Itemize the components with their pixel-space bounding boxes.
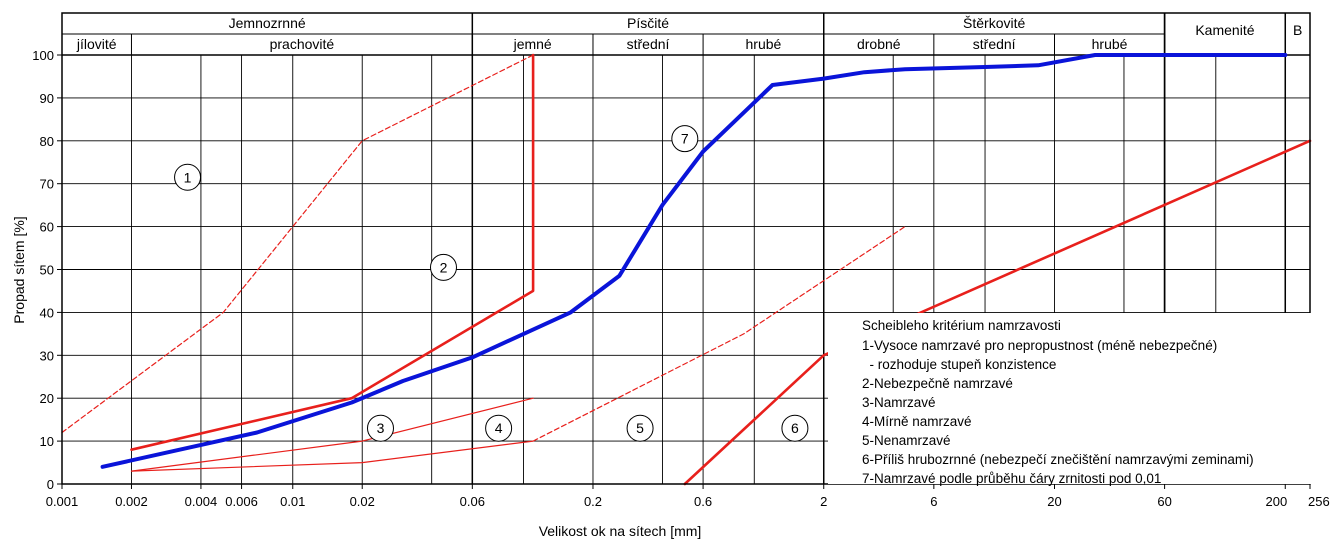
region-marker-circle (366, 414, 394, 442)
x-tick-label: 0.004 (185, 494, 218, 509)
region-marker-circle (626, 414, 654, 442)
y-tick-label: 90 (40, 91, 54, 106)
legend-entry: 4-Mírně namrzavé (862, 414, 972, 429)
axes: 0 10 20 30 40 50 60 70 80 90 100 0.001 0.002 0.004 0.0… (32, 12, 1330, 509)
header-sub-label: drobné (857, 36, 901, 52)
region-marker-label: 3 (377, 420, 385, 436)
region-marker-label: 2 (440, 259, 448, 275)
region-marker-circle (429, 253, 457, 281)
legend-entry: - rozhoduje stupeň konzistence (862, 357, 1056, 372)
header-tall-label: B (1293, 22, 1302, 38)
region-markers: 1 2 3 4 5 6 7 (174, 125, 809, 442)
x-axis-title: Velikost ok na sítech [mm] (539, 523, 702, 539)
x-tick-label: 0.001 (46, 494, 79, 509)
legend-title: Scheibleho kritérium namrzavosti (862, 318, 1061, 333)
header-sub-label: střední (627, 36, 670, 52)
x-tick-label: 200 (1266, 494, 1288, 509)
header-group-label: Písčité (627, 15, 669, 31)
series-line-2 (130, 53, 535, 451)
region-marker-label: 5 (636, 420, 644, 436)
series-line-5-6-boundary (683, 139, 1312, 486)
region-marker-circle (781, 414, 809, 442)
legend-entry: 6-Příliš hrubozrnné (nebezpečí znečištěn… (862, 452, 1254, 467)
x-tick-label: 0.06 (460, 494, 485, 509)
region-marker-label: 4 (495, 420, 503, 436)
legend: Scheibleho kritérium namrzavosti 1-Vysoce… (828, 313, 1316, 486)
series-line-4-5-boundary (532, 226, 906, 442)
x-tick-label: 256 (1308, 494, 1330, 509)
y-tick-label: 70 (40, 177, 54, 192)
region-marker-circle (174, 163, 202, 191)
region-marker-label: 1 (184, 169, 192, 185)
x-tick-label: 0.2 (584, 494, 602, 509)
legend-entry: 5-Nenamrzavé (862, 433, 951, 448)
series-line-3-4-top (130, 397, 534, 472)
legend-entry: 3-Namrzavé (862, 395, 936, 410)
header-sub-label: jemné (513, 36, 552, 52)
region-marker-circle (671, 125, 699, 153)
series-layer (61, 53, 1312, 486)
legend-entry: 1-Vysoce namrzavé pro nepropustnost (mén… (862, 338, 1217, 353)
x-tick-label: 0.002 (115, 494, 148, 509)
region-marker-circle (485, 414, 513, 442)
legend-box (828, 313, 1316, 484)
series-line-7 (100, 53, 1288, 469)
legend-entry: 7-Namrzavé podle průběhu čáry zrnitosti … (862, 471, 1161, 486)
x-tick-label: 2 (820, 494, 827, 509)
y-tick-label: 30 (40, 348, 54, 363)
y-axis-title: Propad sítem [%] (11, 216, 27, 323)
header-sub-label: hrubé (746, 36, 782, 52)
header-sub-label: střední (973, 36, 1016, 52)
y-tick-label: 60 (40, 220, 54, 235)
y-tick-label: 0 (47, 477, 54, 492)
legend-entry: 2-Nebezpečně namrzavé (862, 376, 1013, 391)
header-group-label: Jemnozrnné (229, 15, 306, 31)
y-tick-label: 40 (40, 305, 54, 320)
y-tick-label: 80 (40, 134, 54, 149)
series-line-3-4-bottom (130, 440, 534, 472)
x-tick-label: 0.006 (225, 494, 258, 509)
x-tick-label: 20 (1047, 494, 1061, 509)
x-tick-label: 0.01 (280, 494, 305, 509)
header-sub-label: jílovité (76, 36, 117, 52)
header-group-label: Štěrkovité (963, 15, 1025, 31)
y-tick-label: 100 (32, 48, 54, 63)
y-tick-label: 10 (40, 434, 54, 449)
region-marker-label: 7 (681, 131, 689, 147)
header-sub-label: prachovité (270, 36, 335, 52)
plot-frame (61, 12, 1311, 485)
x-tick-label: 6 (930, 494, 937, 509)
header-tall-label: Kamenité (1195, 22, 1254, 38)
series-line-1-top (61, 54, 534, 434)
x-tick-label: 0.6 (694, 494, 712, 509)
y-tick-label: 20 (40, 391, 54, 406)
header-sub-label: hrubé (1092, 36, 1128, 52)
x-tick-label: 60 (1157, 494, 1171, 509)
y-tick-label: 50 (40, 263, 54, 278)
x-tick-label: 0.02 (350, 494, 375, 509)
region-marker-label: 6 (791, 420, 799, 436)
